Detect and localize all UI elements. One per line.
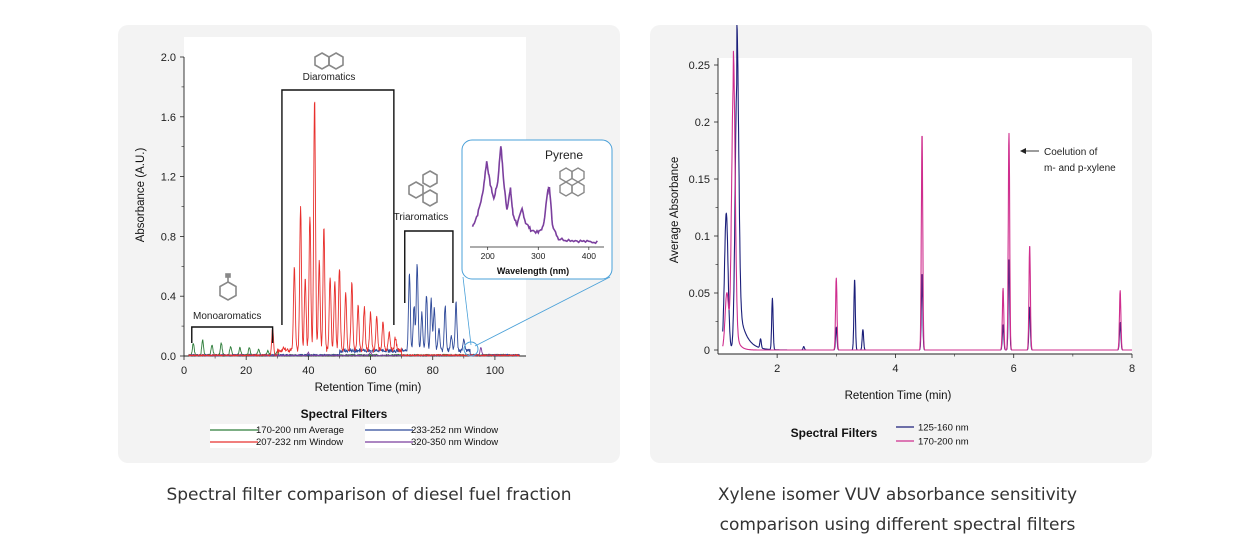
diesel-x-tick-label: 40: [302, 365, 314, 377]
pyrene-structure-icon: [559, 167, 585, 197]
phenanthrene-structure-icon: [408, 170, 438, 207]
xylene-plot-area: [718, 58, 1132, 354]
diesel-axes: 0 20 40 60 80 100 0.0 0.4 0.8 1.2 1.6 2.0: [161, 52, 526, 377]
diesel-y-tick-label: 0.0: [161, 351, 176, 363]
right-caption-line1: Xylene isomer VUV absorbance sensitivity: [717, 485, 1078, 505]
diaromatics-bracket: [281, 89, 395, 325]
xylene-x-axis-label: Retention Time (min): [845, 390, 952, 402]
inset-x-tick-label: 400: [582, 251, 596, 261]
diesel-legend-item: 320-350 nm Window: [411, 437, 498, 448]
naphthalene-structure-icon: [314, 52, 344, 70]
diesel-y-tick-label: 0.8: [161, 231, 176, 243]
inset-x-tick-label: 200: [481, 251, 495, 261]
xylene-legend: 125-160 nm 170-200 nm: [896, 423, 969, 448]
inset-title: Pyrene: [545, 148, 583, 162]
inset-x-tick-label: 300: [531, 251, 545, 261]
xylene-axes: 2 4 6 8 0 0.05 0.1 0.15 0.2 0.25: [689, 58, 1135, 375]
diesel-x-tick-label: 100: [486, 365, 504, 377]
inset-x-axis-label: Wavelength (nm): [497, 266, 569, 276]
diesel-chart-svg: 0 20 40 60 80 100 0.0 0.4 0.8 1.2 1.6 2.0 Monoaroma…: [135, 37, 613, 448]
xylene-y-tick-label: 0.05: [689, 288, 710, 300]
diesel-annotation-labels: Monoaromatics Diaromatics Triaromatics: [193, 72, 448, 322]
inset-connector-line-2: [474, 276, 611, 347]
toluene-structure-icon: [219, 273, 237, 301]
monoaromatics-bracket: [191, 326, 274, 343]
monoaromatics-label: Monoaromatics: [193, 311, 261, 322]
diesel-x-axis-label: Retention Time (min): [315, 382, 422, 394]
inset-frame: [461, 139, 613, 280]
triaromatics-label: Triaromatics: [394, 212, 449, 223]
xylene-chart-svg: 2 4 6 8 0 0.05 0.1 0.15 0.2 0.25 Coelution of m- …: [669, 25, 1135, 448]
left-chart-panel: 0 20 40 60 80 100 0.0 0.4 0.8 1.2 1.6 2.0 Monoaroma…: [118, 25, 620, 463]
coelution-text-line1: Coelution of: [1044, 147, 1098, 158]
diesel-legend-item: 170-200 nm Average: [256, 425, 344, 436]
xylene-x-tick-label: 8: [1129, 363, 1135, 375]
pyrene-highlight-circle: [463, 341, 479, 357]
right-chart-panel: 2 4 6 8 0 0.05 0.1 0.15 0.2 0.25 Coelution of m- …: [650, 25, 1152, 463]
right-caption: Xylene isomer VUV absorbance sensitivity…: [650, 480, 1145, 540]
diesel-y-tick-label: 1.6: [161, 112, 176, 124]
xylene-x-tick-label: 2: [774, 363, 780, 375]
diesel-y-axis-label: Absorbance (A.U.): [135, 148, 147, 243]
xylene-y-tick-label: 0.2: [695, 117, 710, 129]
diesel-x-tick-label: 60: [364, 365, 376, 377]
diesel-x-tick-label: 80: [427, 365, 439, 377]
inset-pyrene-spectrum: [471, 146, 598, 245]
xylene-x-tick-label: 6: [1011, 363, 1017, 375]
molecule-structures: [219, 52, 438, 301]
diesel-legend-title: Spectral Filters: [301, 407, 388, 421]
xylene-legend-item: 170-200 nm: [918, 437, 969, 448]
diesel-series-diaromatics: [188, 101, 520, 357]
inset-plot: 200 300 400: [470, 146, 604, 261]
diesel-brackets: [191, 89, 454, 343]
triaromatics-bracket: [404, 230, 454, 303]
xylene-y-tick-label: 0.15: [689, 174, 710, 186]
diesel-y-tick-label: 2.0: [161, 52, 176, 64]
coelution-arrowhead-icon: [1020, 148, 1026, 154]
xylene-y-tick-label: 0.25: [689, 60, 710, 72]
diesel-x-tick-label: 0: [181, 365, 187, 377]
inset-connector-line: [462, 276, 472, 346]
diesel-y-tick-label: 0.4: [161, 291, 176, 303]
xylene-series-170-200: [722, 50, 1133, 351]
diesel-y-tick-label: 1.2: [161, 172, 176, 184]
xylene-legend-title: Spectral Filters: [791, 426, 878, 440]
diesel-traces: [188, 101, 521, 357]
diaromatics-label: Diaromatics: [303, 72, 356, 83]
coelution-text-line2: m- and p-xylene: [1044, 163, 1116, 174]
xylene-y-tick-label: 0.1: [695, 231, 710, 243]
diesel-legend-item: 233-252 nm Window: [411, 425, 498, 436]
diesel-legend-item: 207-232 nm Window: [256, 437, 343, 448]
left-caption: Spectral filter comparison of diesel fue…: [118, 480, 620, 510]
pyrene-inset: Pyrene 200 300 400 Wavelength (nm): [461, 139, 613, 357]
xylene-traces: [722, 25, 1133, 351]
diesel-x-tick-label: 20: [240, 365, 252, 377]
xylene-legend-item: 125-160 nm: [918, 423, 969, 434]
coelution-annotation: Coelution of m- and p-xylene: [1020, 147, 1116, 174]
left-caption-text: Spectral filter comparison of diesel fue…: [166, 485, 572, 505]
xylene-y-tick-label: 0: [704, 345, 710, 357]
xylene-y-axis-label: Average Absorbance: [669, 157, 681, 264]
right-caption-line2: comparison using different spectral filt…: [719, 515, 1076, 535]
xylene-x-tick-label: 4: [892, 363, 898, 375]
